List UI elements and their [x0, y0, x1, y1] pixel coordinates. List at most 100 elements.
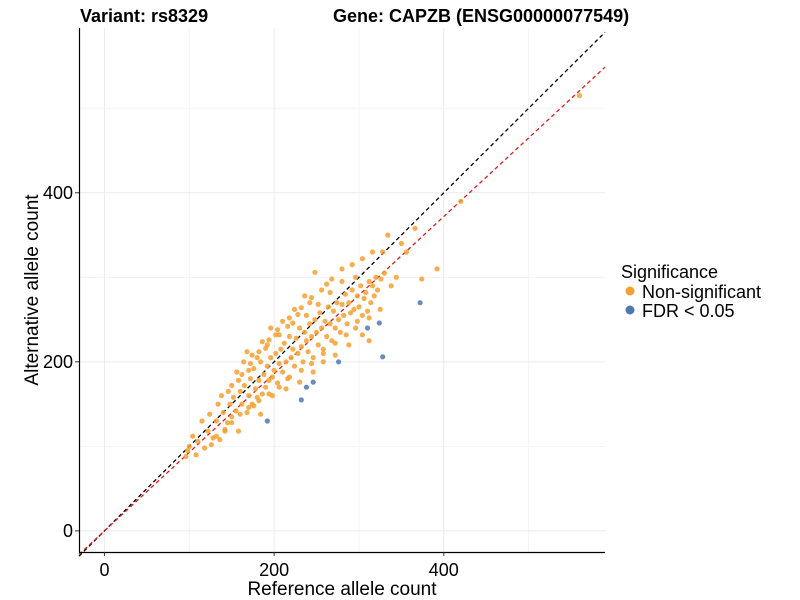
point-non-significant	[288, 355, 294, 361]
point-non-significant	[324, 333, 330, 340]
point-non-significant	[249, 352, 255, 358]
point-non-significant	[247, 360, 253, 367]
point-non-significant	[339, 266, 345, 272]
point-non-significant	[337, 329, 343, 335]
point-non-significant	[273, 350, 279, 356]
point-non-significant	[363, 289, 369, 296]
point-non-significant	[358, 283, 364, 289]
point-non-significant	[412, 225, 418, 231]
point-non-significant	[295, 311, 301, 318]
point-non-significant	[291, 306, 298, 312]
point-non-significant	[344, 321, 350, 327]
legend-label-non-significant: Non-significant	[642, 282, 761, 302]
point-non-significant	[244, 409, 250, 416]
chart-title-left: Variant: rs8329	[80, 6, 208, 26]
point-non-significant	[251, 366, 257, 372]
x-tick-label: 200	[259, 560, 289, 580]
point-non-significant	[246, 404, 252, 411]
point-non-significant	[320, 350, 326, 356]
point-non-significant	[246, 393, 252, 399]
point-non-significant	[254, 355, 260, 361]
point-non-significant	[349, 262, 355, 268]
point-non-significant	[258, 411, 264, 417]
point-non-significant	[393, 274, 399, 280]
point-non-significant	[256, 377, 262, 383]
legend: Significance Non-significant FDR < 0.05	[621, 262, 761, 321]
point-non-significant	[366, 338, 372, 344]
point-non-significant	[320, 346, 326, 352]
point-non-significant	[381, 270, 387, 276]
y-tick-label: 200	[43, 352, 73, 372]
point-non-significant	[205, 428, 211, 434]
point-non-significant	[298, 344, 304, 350]
point-non-significant	[274, 380, 281, 386]
point-non-significant	[251, 403, 257, 409]
point-fdr	[336, 359, 342, 365]
point-non-significant	[229, 382, 235, 389]
point-fdr	[264, 418, 270, 424]
point-non-significant	[325, 304, 331, 310]
y-axis-title: Alternative allele count	[22, 194, 43, 386]
point-non-significant	[313, 329, 320, 335]
fit-line	[78, 66, 606, 555]
point-non-significant	[361, 295, 367, 302]
point-non-significant	[308, 333, 315, 340]
point-non-significant	[195, 438, 201, 444]
point-non-significant	[346, 300, 352, 306]
point-non-significant	[366, 278, 372, 285]
point-non-significant	[349, 287, 355, 293]
point-non-significant	[193, 452, 199, 458]
point-non-significant	[398, 240, 404, 247]
point-non-significant	[320, 359, 326, 365]
point-non-significant	[266, 337, 272, 343]
point-non-significant	[330, 308, 337, 314]
legend-key-non-significant	[625, 286, 635, 296]
point-non-significant	[339, 301, 345, 307]
x-axis-title: Reference allele count	[247, 579, 437, 600]
point-non-significant	[225, 388, 231, 394]
point-non-significant	[259, 391, 265, 397]
point-non-significant	[273, 332, 279, 338]
point-non-significant	[241, 359, 247, 365]
point-non-significant	[364, 308, 371, 314]
point-non-significant	[283, 359, 289, 365]
point-non-significant	[285, 323, 291, 329]
point-non-significant	[341, 312, 347, 318]
point-non-significant	[458, 198, 464, 204]
point-fdr	[376, 320, 382, 326]
point-non-significant	[371, 293, 377, 299]
point-non-significant	[199, 418, 205, 424]
point-non-significant	[302, 329, 308, 335]
point-non-significant	[346, 342, 352, 348]
point-non-significant	[354, 293, 360, 299]
identity-line	[78, 31, 606, 557]
point-non-significant	[315, 301, 321, 307]
point-non-significant	[237, 388, 243, 394]
point-non-significant	[356, 304, 362, 310]
point-non-significant	[312, 269, 318, 275]
point-non-significant	[186, 443, 192, 449]
point-non-significant	[327, 289, 333, 296]
point-non-significant	[297, 325, 303, 331]
point-non-significant	[359, 332, 365, 338]
point-non-significant	[256, 349, 262, 355]
y-tick-labels: 0 200 400	[43, 183, 79, 541]
point-non-significant	[207, 411, 213, 417]
point-non-significant	[256, 398, 262, 404]
point-non-significant	[213, 433, 219, 439]
point-non-significant	[229, 420, 235, 426]
point-non-significant	[302, 293, 308, 299]
point-non-significant	[276, 360, 282, 367]
point-fdr	[364, 325, 371, 331]
point-non-significant	[317, 310, 323, 316]
point-non-significant	[319, 325, 325, 331]
point-non-significant	[576, 93, 583, 99]
point-non-significant	[298, 305, 304, 311]
point-non-significant	[234, 369, 240, 375]
reference-lines	[78, 31, 606, 557]
point-non-significant	[305, 349, 311, 355]
point-non-significant	[261, 371, 267, 378]
point-non-significant	[269, 374, 275, 380]
point-non-significant	[293, 335, 299, 341]
point-non-significant	[258, 359, 264, 365]
